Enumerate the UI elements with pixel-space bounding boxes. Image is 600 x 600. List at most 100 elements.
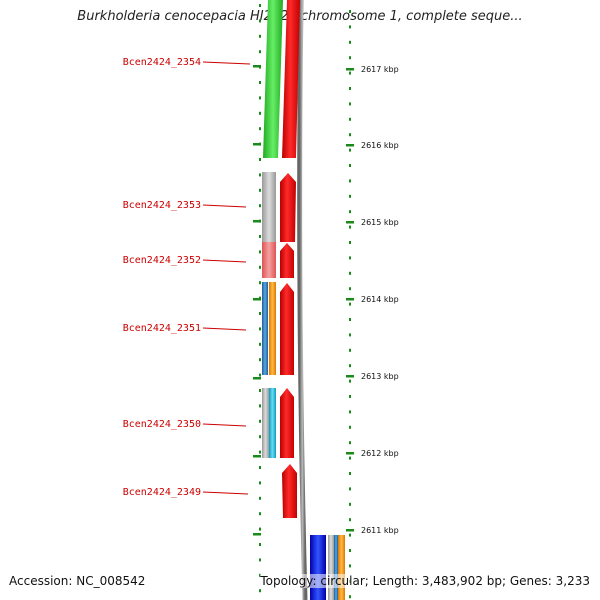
minor-tick: [349, 287, 351, 291]
major-tick: [346, 375, 354, 378]
minor-tick: [349, 194, 351, 198]
cog-block-pink: [262, 242, 276, 278]
gene-label-leader: [202, 327, 247, 331]
gene-label[interactable]: Bcen2424_2349: [123, 487, 201, 498]
minor-tick: [349, 502, 351, 506]
minor-tick: [349, 379, 351, 383]
minor-tick: [259, 404, 261, 408]
minor-tick: [349, 595, 351, 599]
gene-label[interactable]: Bcen2424_2354: [123, 57, 201, 68]
minor-tick: [259, 558, 261, 562]
coordinate-label: 2617 kbp: [361, 65, 399, 74]
cog-block-blue: [262, 282, 268, 375]
minor-tick: [259, 281, 261, 285]
minor-tick: [259, 50, 261, 54]
minor-tick: [349, 71, 351, 75]
tick-track-right: [349, 10, 351, 599]
minor-tick: [259, 111, 261, 115]
gene-arrow[interactable]: [280, 388, 294, 458]
minor-tick: [349, 441, 351, 445]
coordinate-label: 2616 kbp: [361, 141, 399, 150]
cog-block-orange-2: [338, 535, 345, 600]
minor-tick: [259, 158, 261, 161]
minor-tick: [259, 127, 261, 131]
minor-tick: [349, 117, 351, 121]
gene-arrow[interactable]: [280, 283, 294, 375]
minor-tick: [349, 87, 351, 90]
minor-tick: [349, 40, 351, 44]
major-tick: [253, 455, 261, 458]
minor-tick: [259, 496, 261, 500]
minor-tick: [259, 435, 261, 439]
cog-block-gray-2: [262, 388, 269, 458]
minor-tick: [349, 56, 351, 60]
gene-arrow[interactable]: [282, 464, 297, 518]
cog-block-orange: [269, 282, 276, 375]
minor-tick: [349, 271, 351, 275]
major-tick: [346, 298, 354, 301]
coordinate-label: 2611 kbp: [361, 526, 399, 535]
minor-tick: [349, 518, 351, 522]
cog-block-cyan: [269, 388, 276, 458]
tick-track-left: [253, 4, 261, 593]
minor-tick: [349, 133, 351, 137]
accession-label: Accession: NC_008542: [9, 574, 146, 588]
major-tick: [253, 377, 261, 380]
gene-arrow[interactable]: [280, 173, 296, 242]
gene-label-leader: [202, 204, 247, 208]
minor-tick: [259, 265, 261, 269]
minor-tick: [259, 34, 261, 38]
minor-tick: [349, 318, 351, 321]
major-tick: [346, 529, 354, 532]
coordinate-labels: 2617 kbp 2616 kbp 2615 kbp 2614 kbp 2613 kbp…: [346, 65, 399, 535]
minor-tick: [349, 410, 351, 414]
major-tick: [253, 220, 261, 223]
gene-arrow[interactable]: [282, 0, 300, 158]
cog-block-gray-3: [328, 535, 334, 600]
gene-track: [280, 0, 300, 518]
minor-tick: [259, 19, 261, 23]
coordinate-label: 2613 kbp: [361, 372, 399, 381]
minor-tick: [349, 533, 351, 537]
major-tick: [253, 298, 261, 301]
major-tick: [346, 68, 354, 71]
major-tick: [346, 144, 354, 147]
minor-tick: [259, 419, 261, 423]
minor-tick: [259, 589, 261, 593]
minor-tick: [349, 225, 351, 229]
minor-tick: [349, 487, 351, 491]
minor-tick: [259, 373, 261, 377]
minor-tick: [259, 173, 261, 177]
minor-tick: [349, 148, 351, 152]
minor-tick: [349, 102, 351, 106]
minor-tick: [349, 549, 351, 552]
minor-tick: [349, 241, 351, 244]
minor-tick: [349, 10, 351, 13]
gene-label[interactable]: Bcen2424_2353: [123, 200, 201, 211]
coordinate-label: 2615 kbp: [361, 218, 399, 227]
minor-tick: [259, 312, 261, 315]
major-tick: [346, 452, 354, 455]
minor-tick: [259, 527, 261, 531]
minor-tick: [259, 204, 261, 208]
gene-arrow[interactable]: [280, 243, 294, 278]
minor-tick: [259, 450, 261, 454]
minor-tick: [259, 188, 261, 192]
minor-tick: [349, 364, 351, 368]
gene-label-leader: [202, 491, 249, 495]
minor-tick: [349, 25, 351, 29]
gene-label[interactable]: Bcen2424_2350: [123, 419, 201, 430]
gene-label[interactable]: Bcen2424_2351: [123, 323, 201, 334]
cog-block-green: [263, 0, 283, 158]
minor-tick: [349, 564, 351, 568]
gene-label[interactable]: Bcen2424_2352: [123, 255, 201, 266]
cog-block-blue-2: [334, 535, 338, 600]
minor-tick: [259, 342, 261, 346]
chromosome-backbone: [297, 0, 308, 600]
minor-tick: [259, 543, 261, 546]
gene-labels: Bcen2424_2354 Bcen2424_2353 Bcen2424_2352 B…: [123, 57, 251, 498]
minor-tick: [259, 466, 261, 469]
gene-label-leader: [202, 61, 251, 65]
minor-tick: [259, 81, 261, 84]
